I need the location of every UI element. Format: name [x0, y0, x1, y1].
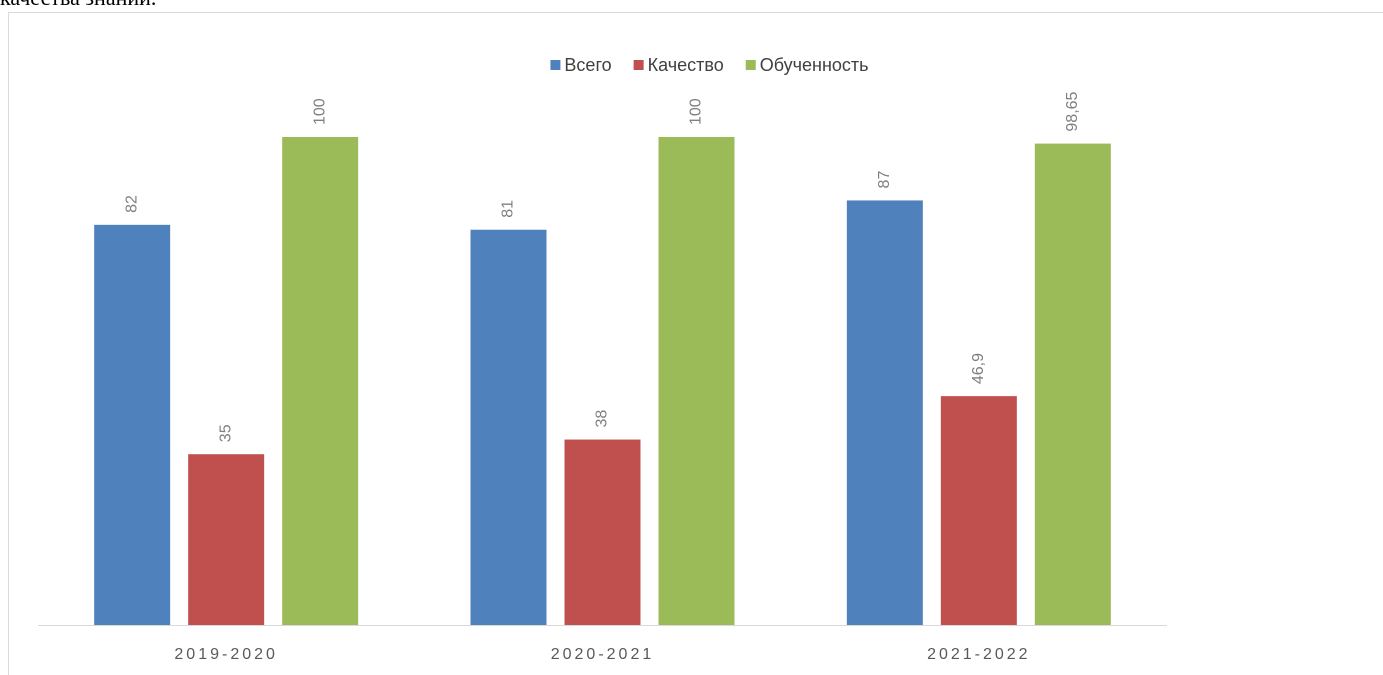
bar [658, 137, 735, 625]
data-label: 98,65 [1064, 91, 1081, 131]
legend-swatch [550, 60, 561, 70]
bar [1034, 143, 1111, 625]
data-label: 82 [123, 195, 140, 213]
x-tick-label: 2021-2022 [927, 646, 1031, 663]
data-label: 87 [876, 171, 893, 189]
legend-label: Всего [564, 55, 611, 75]
bar [282, 137, 359, 625]
legend-label: Обученность [760, 55, 869, 75]
data-label: 46,9 [970, 353, 987, 384]
bar [188, 454, 265, 625]
data-label: 35 [217, 424, 234, 442]
bar [470, 229, 547, 625]
data-label: 100 [311, 98, 328, 125]
bar [846, 200, 923, 625]
legend-swatch [745, 60, 756, 70]
data-label: 100 [688, 98, 705, 125]
data-label: 81 [500, 200, 517, 218]
chart-frame [8, 12, 1383, 675]
caption: качества знаний. [0, 0, 156, 10]
x-tick-label: 2019-2020 [174, 646, 278, 663]
legend-label: Качество [648, 55, 724, 75]
legend-swatch [633, 60, 644, 70]
bar [940, 396, 1017, 625]
bar [564, 439, 641, 625]
data-label: 38 [594, 410, 611, 428]
x-tick-label: 2020-2021 [551, 646, 655, 663]
bar [94, 224, 171, 625]
